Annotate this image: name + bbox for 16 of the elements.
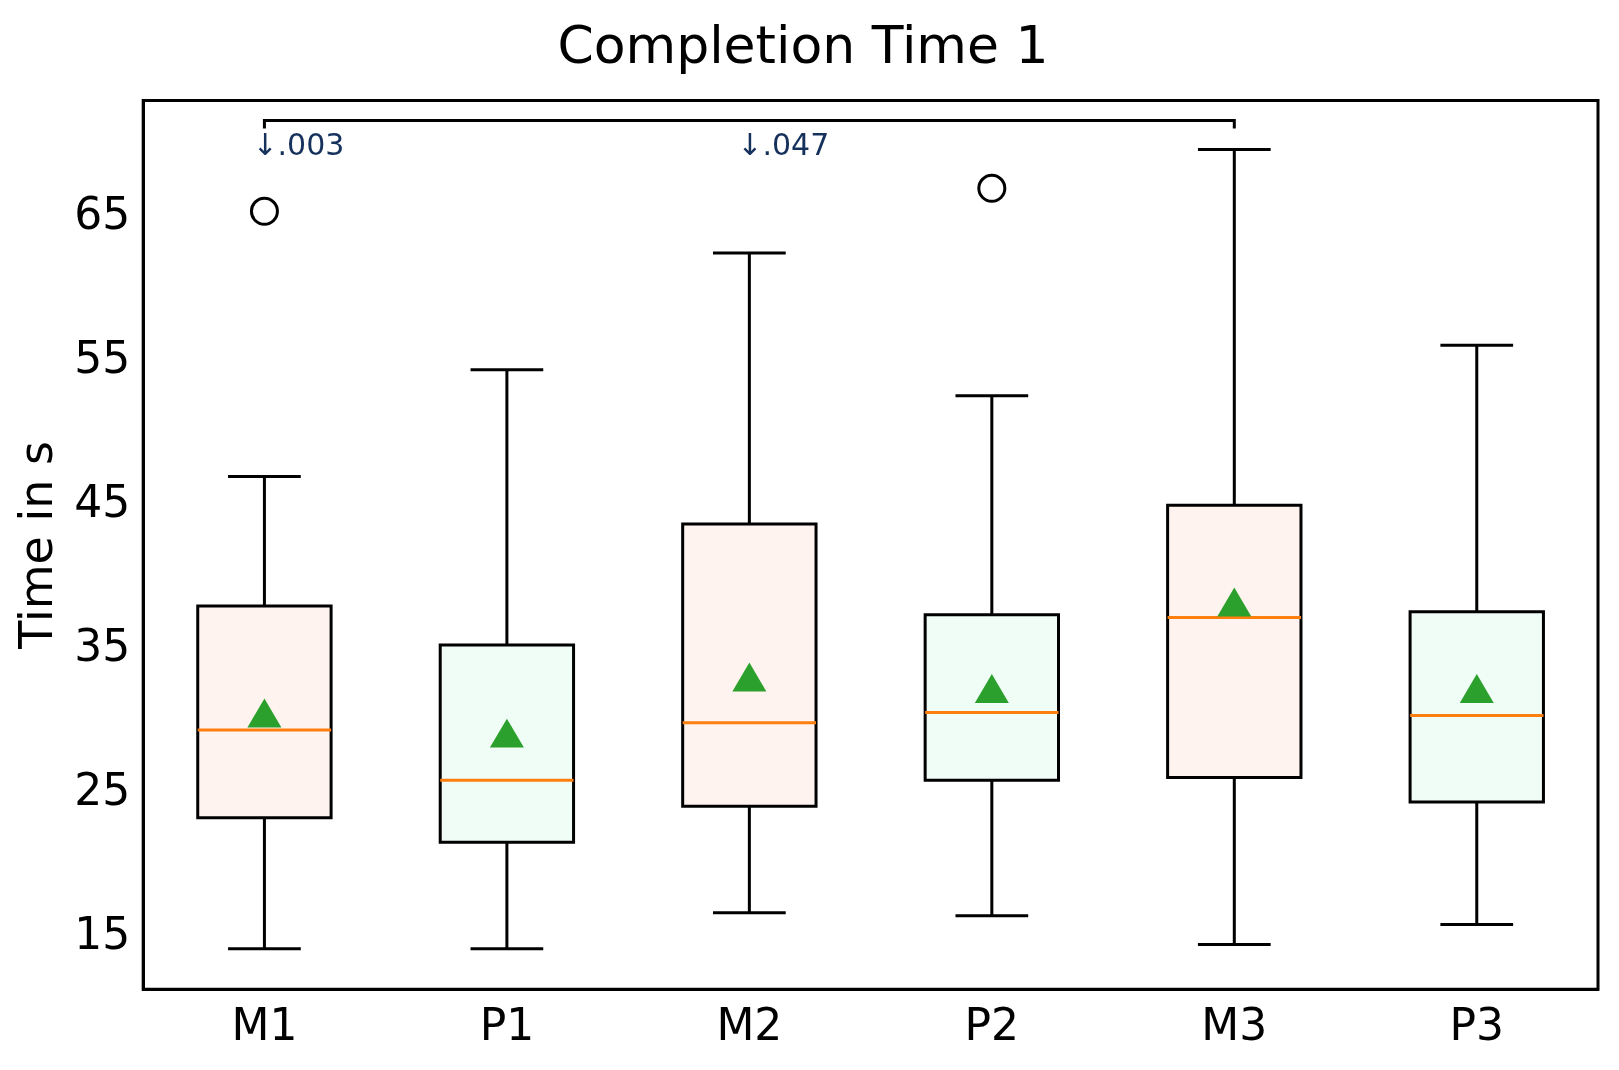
x-tick-label: M2 xyxy=(716,999,783,1051)
x-tick-label: M1 xyxy=(231,999,298,1051)
chart-title: Completion Time 1 xyxy=(557,14,1049,75)
x-tick-label: P2 xyxy=(964,999,1020,1051)
x-tick-label: P3 xyxy=(1449,999,1505,1051)
y-tick-label: 25 xyxy=(74,763,131,815)
y-axis-title: Time in s xyxy=(8,440,63,650)
y-tick-label: 45 xyxy=(74,475,131,527)
y-tick-label: 65 xyxy=(74,187,131,239)
y-tick-label: 35 xyxy=(74,619,131,671)
annotation: ↓.003 xyxy=(252,127,345,163)
x-tick-label: M3 xyxy=(1201,999,1268,1051)
annotation: ↓.047 xyxy=(737,127,830,163)
y-tick-label: 15 xyxy=(74,907,131,959)
x-tick-label: P1 xyxy=(479,999,535,1051)
y-tick-label: 55 xyxy=(74,331,131,383)
